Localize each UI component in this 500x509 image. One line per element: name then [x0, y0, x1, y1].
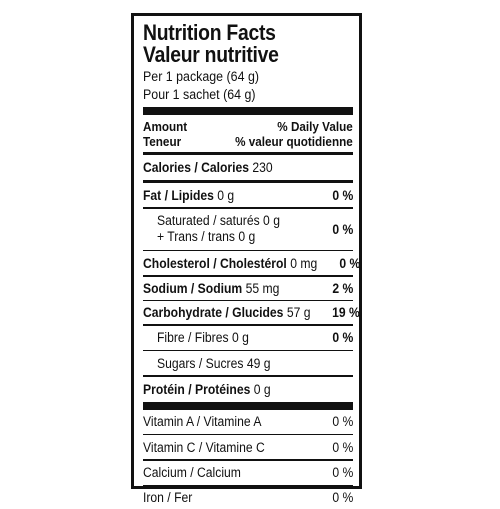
- cholesterol-label: Cholesterol / Cholestérol: [143, 255, 287, 271]
- sodium-label: Sodium / Sodium: [143, 280, 243, 296]
- carbohydrate-label: Carbohydrate / Glucides: [143, 305, 284, 320]
- daily-value-heading-french: % valeur quotidienne: [235, 134, 353, 149]
- protein-amount: 0 g: [253, 381, 271, 397]
- fibre-amount: 0 g: [231, 330, 249, 345]
- calories-label: Calories / Calories: [143, 160, 250, 175]
- calcium-row: Calcium / Calcium 0 %: [143, 461, 353, 485]
- calcium-daily-value: 0 %: [332, 465, 353, 480]
- carbohydrate-row: Carbohydrate / Glucides 57 g 19 %: [143, 301, 360, 324]
- vitamin-c-label: Vitamin C / Vitamine C: [143, 439, 265, 455]
- daily-value-heading-english: % Daily Value: [277, 119, 353, 134]
- divider: [143, 324, 353, 326]
- divider: [143, 459, 353, 461]
- vitamin-a-row: Vitamin A / Vitamine A 0 %: [143, 410, 353, 434]
- thick-divider: [143, 401, 353, 410]
- title-english: Nutrition Facts: [143, 20, 276, 45]
- cholesterol-daily-value: 0 %: [338, 255, 360, 271]
- divider: [143, 152, 353, 155]
- sugars-amount: 49 g: [246, 355, 271, 371]
- fat-row: Fat / Lipides 0 g 0 %: [143, 183, 353, 207]
- fibre-row: Fibre / Fibres 0 g 0 %: [143, 326, 353, 350]
- iron-label: Iron / Fer: [143, 490, 193, 505]
- saturated-trans-daily-value: 0 %: [332, 221, 353, 237]
- vitamin-c-daily-value: 0 %: [332, 439, 353, 455]
- protein-label: Protéin / Protéines: [143, 381, 251, 397]
- header-row: Amount Teneur % Daily Value % valeur quo…: [143, 119, 353, 149]
- saturated-trans-row: Saturated / saturés 0 g + Trans / trans …: [143, 209, 353, 250]
- carbohydrate-daily-value: 19 %: [332, 305, 360, 320]
- divider: [143, 275, 353, 277]
- calories-value: 230: [252, 160, 273, 175]
- divider: [143, 207, 353, 209]
- vitamin-c-row: Vitamin C / Vitamine C 0 %: [143, 435, 353, 459]
- trans-amount: 0 g: [238, 229, 256, 244]
- vitamin-a-label: Vitamin A / Vitamine A: [143, 414, 262, 429]
- saturated-amount: 0 g: [263, 213, 280, 228]
- divider: [143, 349, 353, 351]
- serving-size-french: Pour 1 sachet (64 g): [143, 87, 256, 102]
- carbohydrate-amount: 57 g: [286, 305, 311, 320]
- divider: [143, 375, 353, 377]
- iron-daily-value: 0 %: [332, 490, 353, 505]
- fat-daily-value: 0 %: [332, 187, 353, 203]
- sugars-label: Sugars / Sucres: [157, 355, 244, 371]
- sodium-row: Sodium / Sodium 55 mg 2 %: [143, 277, 353, 300]
- fat-label: Fat / Lipides: [143, 187, 214, 203]
- sodium-amount: 55 mg: [245, 280, 280, 296]
- saturated-label: Saturated / saturés: [157, 213, 260, 228]
- fibre-label: Fibre / Fibres: [157, 330, 229, 345]
- amount-heading-french: Teneur: [143, 134, 182, 149]
- calories-row: Calories / Calories 230: [143, 155, 353, 180]
- sodium-daily-value: 2 %: [332, 280, 353, 296]
- vitamin-a-daily-value: 0 %: [332, 414, 353, 429]
- amount-heading-english: Amount: [143, 119, 188, 134]
- title-french: Valeur nutritive: [143, 42, 279, 67]
- cholesterol-amount: 0 mg: [290, 255, 318, 271]
- nutrition-facts-panel: Nutrition Facts Valeur nutritive Per 1 p…: [131, 13, 362, 505]
- fibre-daily-value: 0 %: [332, 330, 353, 345]
- sugars-row: Sugars / Sucres 49 g: [143, 351, 353, 375]
- divider: [143, 299, 353, 301]
- divider: [143, 249, 353, 251]
- serving-size-english: Per 1 package (64 g): [143, 69, 259, 84]
- iron-row: Iron / Fer 0 %: [143, 486, 353, 509]
- protein-row: Protéin / Protéines 0 g: [143, 377, 353, 402]
- divider: [143, 484, 353, 486]
- divider: [143, 180, 353, 183]
- divider: [143, 433, 353, 435]
- trans-label: + Trans / trans: [157, 229, 236, 244]
- fat-amount: 0 g: [217, 187, 235, 203]
- thick-divider: [143, 107, 353, 115]
- calcium-label: Calcium / Calcium: [143, 465, 241, 480]
- cholesterol-row: Cholesterol / Cholestérol 0 mg 0 %: [143, 251, 360, 275]
